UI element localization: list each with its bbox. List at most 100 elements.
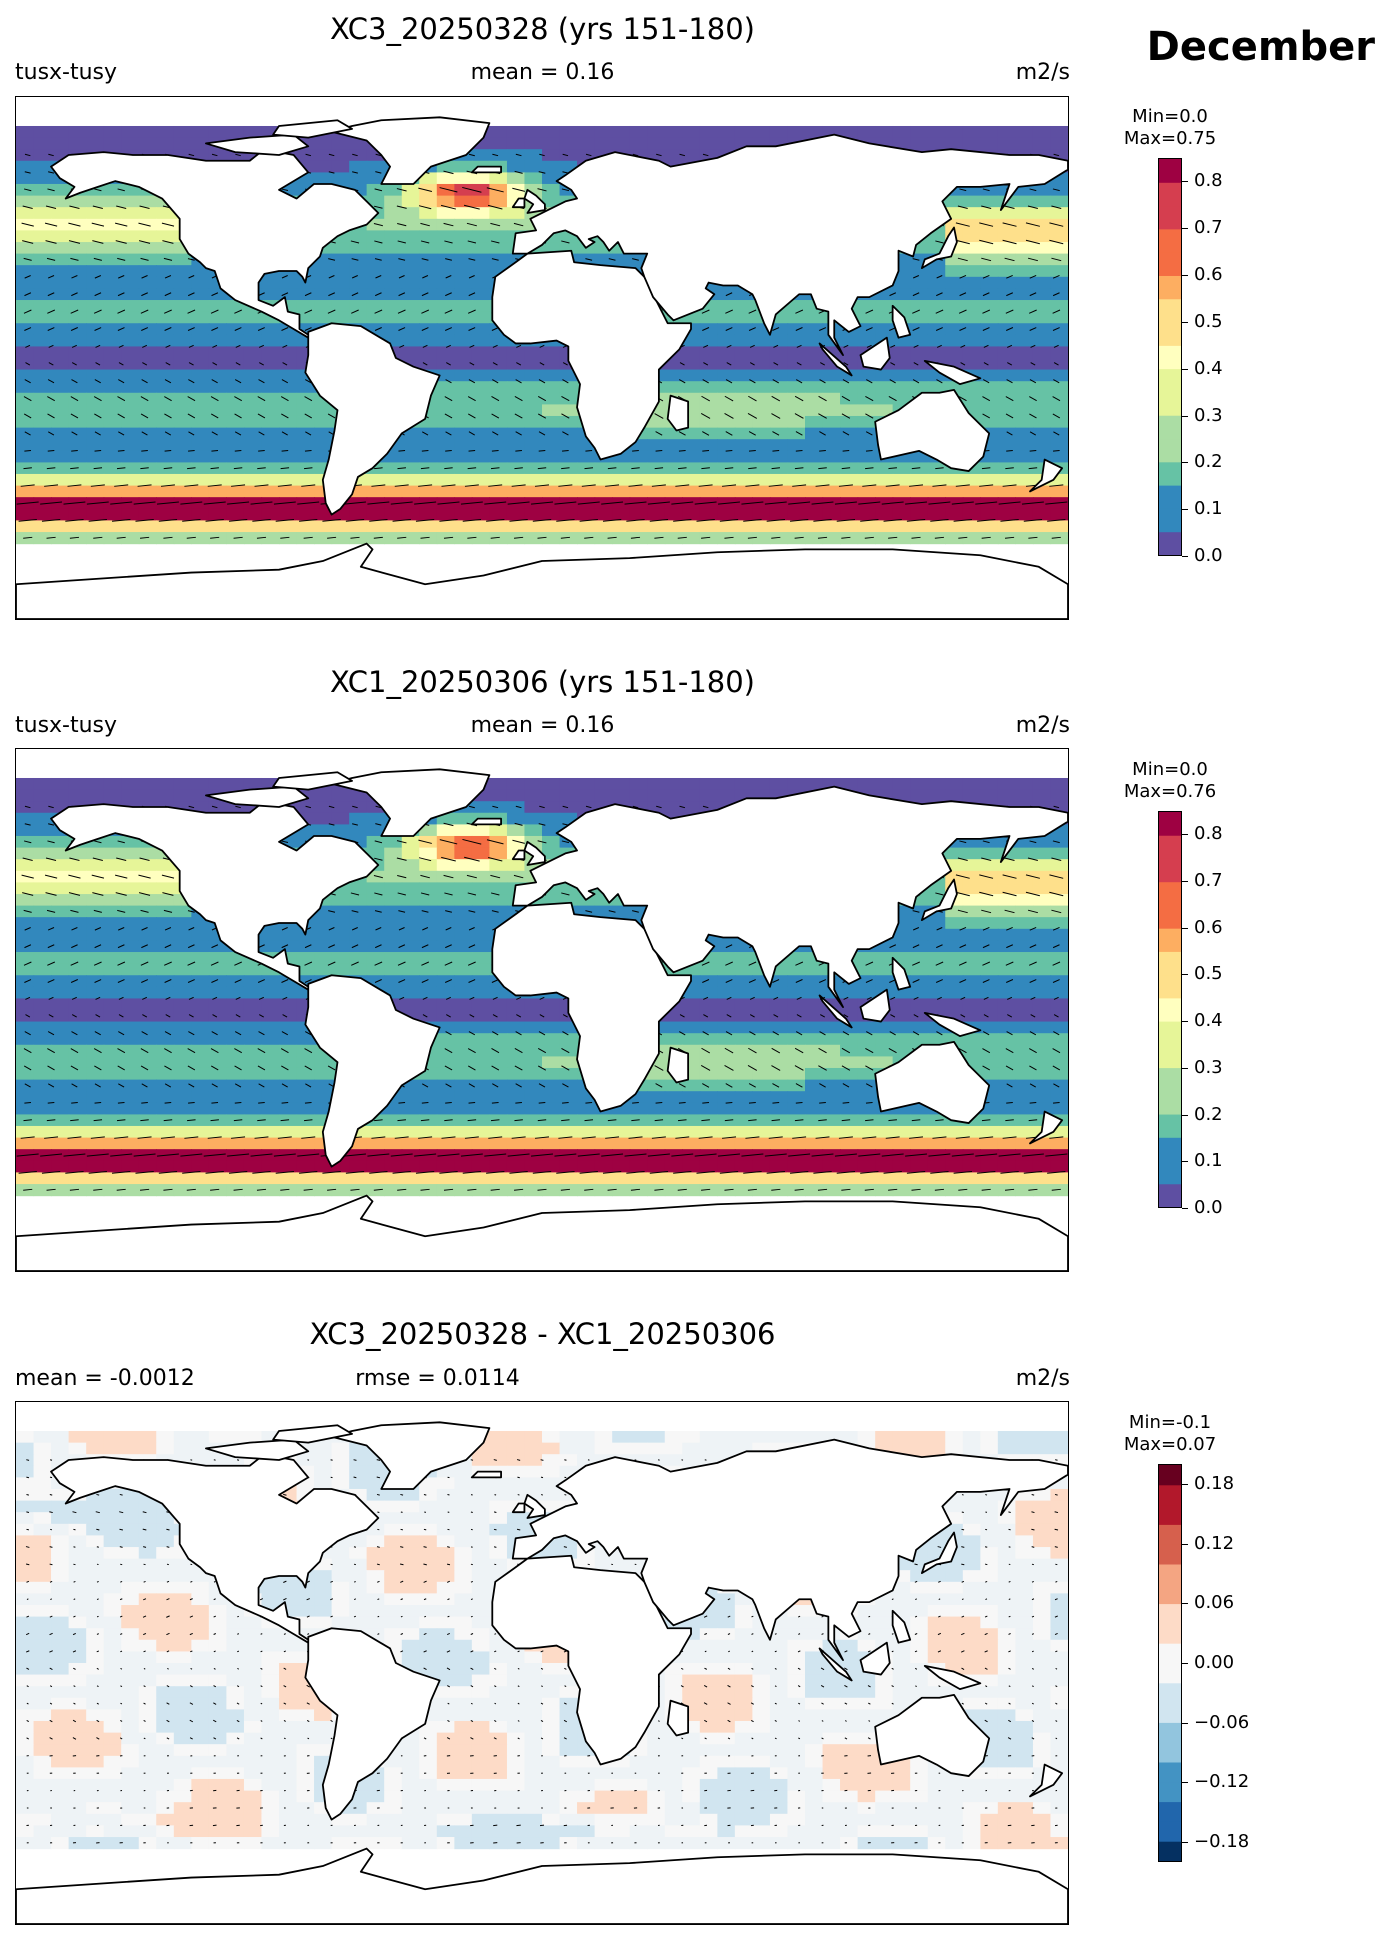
ocean-cell — [910, 323, 929, 336]
ocean-cell — [524, 415, 543, 429]
ocean-cell — [1015, 998, 1034, 1011]
wind-arrow — [117, 309, 126, 314]
ocean-cell — [506, 520, 526, 533]
ocean-cell — [191, 986, 210, 999]
ocean-cell — [156, 1021, 175, 1034]
wind-arrow — [184, 484, 199, 487]
ocean-cell — [138, 998, 157, 1011]
ocean-cell — [86, 346, 105, 359]
ocean-cell — [787, 1033, 806, 1046]
wind-arrow — [114, 484, 129, 487]
ocean-cell — [471, 300, 490, 313]
ocean-cell — [173, 1021, 192, 1034]
ocean-cell — [769, 392, 789, 405]
ocean-cell — [997, 894, 1016, 907]
ocean-cell — [542, 381, 561, 394]
ocean-cell — [910, 986, 929, 999]
ocean-cell — [945, 975, 964, 988]
ocean-cell — [1050, 346, 1068, 359]
ocean-cell — [997, 975, 1016, 988]
wind-arrow — [819, 327, 827, 331]
wind-arrow — [140, 413, 149, 419]
wind-arrow — [1005, 467, 1014, 470]
ocean-cell — [436, 392, 455, 405]
ocean-cell — [454, 1044, 473, 1057]
ocean-cell — [822, 427, 841, 440]
ocean-cell — [173, 1044, 192, 1057]
ocean-cell — [349, 172, 368, 185]
ocean-cell — [559, 1033, 578, 1046]
ocean-cell — [717, 1079, 736, 1092]
ocean-cell — [331, 801, 350, 814]
ocean-cell — [471, 207, 490, 220]
ocean-cell — [401, 859, 420, 872]
wind-arrow — [935, 240, 944, 244]
ocean-cell — [734, 381, 753, 394]
ocean-cell — [892, 276, 911, 289]
ocean-cell — [121, 485, 140, 498]
ocean-cell — [542, 439, 561, 452]
ocean-cell — [1032, 230, 1052, 243]
ocean-cell — [892, 137, 911, 150]
wind-arrow — [834, 501, 857, 505]
ocean-cell — [51, 369, 70, 382]
ocean-cell — [489, 404, 508, 417]
ocean-cell — [1050, 508, 1068, 521]
ocean-cell — [68, 288, 87, 301]
ocean-cell — [33, 952, 52, 965]
wind-arrow — [1000, 518, 1019, 522]
ocean-cell — [121, 1033, 140, 1046]
ocean-cell — [401, 986, 420, 999]
wind-arrow — [1052, 396, 1061, 402]
ocean-cell — [559, 450, 578, 463]
ocean-cell — [769, 1021, 789, 1034]
ocean-cell — [419, 859, 438, 872]
wind-arrow — [211, 327, 219, 331]
wind-arrow — [93, 257, 102, 261]
ocean-cell — [1032, 1044, 1052, 1057]
ocean-cell — [962, 207, 981, 220]
land-mass — [491, 249, 692, 461]
wind-arrow — [772, 449, 780, 452]
wind-arrow — [422, 362, 428, 366]
ocean-cell — [401, 276, 420, 289]
ocean-cell — [682, 149, 701, 162]
ocean-cell — [805, 520, 824, 533]
ocean-cell — [840, 1079, 859, 1092]
ocean-cell — [68, 242, 87, 255]
wind-arrow — [1052, 274, 1060, 279]
ocean-cell — [471, 1091, 490, 1104]
ocean-cell — [699, 986, 718, 999]
ocean-cell — [857, 1056, 876, 1069]
ocean-cell — [173, 276, 192, 289]
wind-arrow — [772, 379, 779, 384]
ocean-cell — [436, 207, 455, 220]
ocean-cell — [401, 508, 420, 521]
ocean-cell — [226, 1079, 245, 1092]
ocean-cell — [436, 485, 455, 498]
ocean-cell — [138, 1102, 157, 1115]
ocean-cell — [962, 998, 981, 1011]
wind-arrow — [211, 153, 218, 157]
wind-arrow — [1023, 518, 1043, 522]
wind-arrow — [67, 484, 82, 487]
ocean-cell — [699, 311, 718, 324]
ocean-cell — [261, 427, 280, 440]
ocean-cell — [419, 276, 438, 289]
ocean-cell — [191, 404, 210, 417]
wind-arrow — [936, 344, 942, 348]
ocean-cell — [454, 160, 473, 173]
land-mass — [859, 336, 891, 371]
wind-arrow — [48, 171, 55, 174]
ocean-cell — [962, 789, 981, 802]
ocean-cell — [1015, 928, 1034, 941]
ocean-cell — [436, 473, 455, 487]
ocean-cell — [787, 334, 806, 347]
wind-arrow — [811, 501, 834, 505]
ocean-cell — [121, 497, 140, 510]
wind-arrow — [445, 344, 451, 348]
ocean-cell — [454, 265, 473, 278]
ocean-cell — [173, 137, 192, 150]
ocean-cell — [86, 870, 105, 883]
wind-arrow — [1052, 327, 1060, 331]
